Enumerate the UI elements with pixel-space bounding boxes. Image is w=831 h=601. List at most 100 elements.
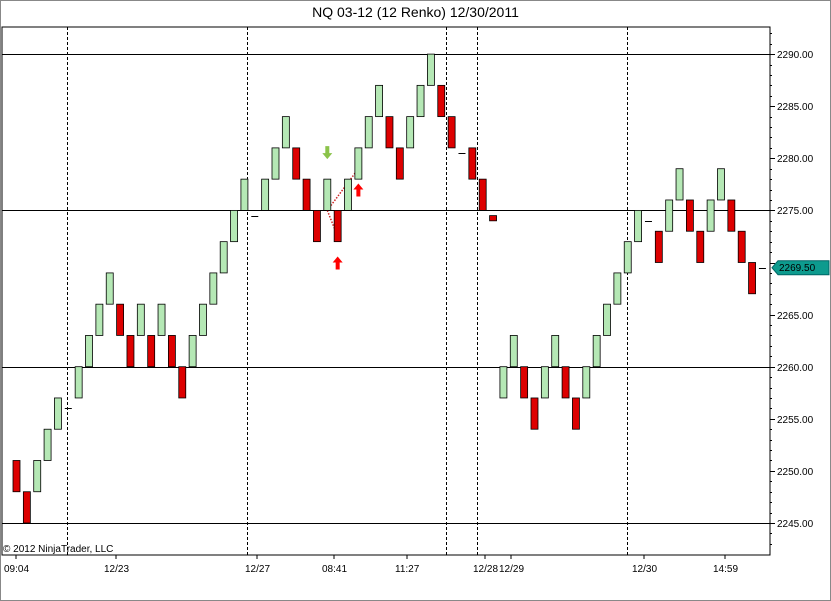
session-break-lines bbox=[67, 27, 628, 555]
renko-up-brick[interactable] bbox=[323, 178, 332, 211]
renko-up-brick[interactable] bbox=[261, 178, 270, 211]
renko-bricks bbox=[12, 53, 766, 524]
y-axis[interactable]: 2245.00 2250.00 2255.00 2260.00 2265.00 2275.… bbox=[770, 33, 814, 545]
y-tick-label: 2265.00 bbox=[777, 311, 814, 322]
renko-up-brick[interactable] bbox=[675, 168, 684, 201]
renko-up-brick[interactable] bbox=[426, 53, 435, 86]
x-tick-label: 12/23 bbox=[104, 564, 129, 575]
y-tick-label: 2290.00 bbox=[777, 50, 814, 61]
renko-down-brick[interactable] bbox=[167, 335, 176, 368]
renko-down-brick[interactable] bbox=[302, 178, 311, 211]
renko-down-brick[interactable] bbox=[385, 116, 394, 149]
x-tick-label: 14:59 bbox=[713, 564, 738, 575]
renko-up-brick[interactable] bbox=[603, 303, 611, 336]
x-axis[interactable]: 09:04 12/23 12/27 08:41 11:27 12/28 12/29 12/30… bbox=[4, 555, 738, 575]
current-price-tag: 2269.50 bbox=[771, 260, 830, 276]
renko-up-brick[interactable] bbox=[375, 84, 384, 118]
plot-area-border bbox=[1, 26, 771, 556]
renko-down-brick[interactable] bbox=[147, 335, 156, 368]
renko-up-brick[interactable] bbox=[592, 335, 601, 368]
renko-up-brick[interactable] bbox=[74, 366, 83, 399]
renko-down-brick[interactable] bbox=[12, 460, 21, 493]
renko-up-brick[interactable] bbox=[717, 168, 725, 201]
y-tick-label: 2255.00 bbox=[777, 415, 814, 426]
x-tick-label: 12/27 bbox=[245, 564, 270, 575]
renko-up-brick[interactable] bbox=[271, 147, 280, 180]
current-price-label: 2269.50 bbox=[779, 263, 816, 274]
chart-title: NQ 03-12 (12 Renko) 12/30/2011 bbox=[312, 4, 519, 20]
renko-up-brick[interactable] bbox=[623, 241, 632, 274]
renko-up-brick[interactable] bbox=[582, 366, 591, 399]
renko-down-brick[interactable] bbox=[530, 397, 539, 430]
x-tick-label: 09:04 bbox=[4, 564, 29, 575]
renko-down-brick[interactable] bbox=[520, 366, 529, 399]
renko-up-brick[interactable] bbox=[364, 116, 373, 149]
renko-up-brick[interactable] bbox=[354, 147, 363, 180]
renko-down-brick[interactable] bbox=[292, 147, 301, 180]
x-tick-label: 12/29 bbox=[499, 564, 524, 575]
x-tick-label: 12/30 bbox=[632, 564, 657, 575]
renko-down-brick[interactable] bbox=[126, 335, 135, 368]
renko-down-brick[interactable] bbox=[727, 199, 736, 232]
renko-up-brick[interactable] bbox=[54, 397, 62, 430]
renko-up-brick[interactable] bbox=[706, 199, 715, 232]
signal-markers bbox=[322, 146, 364, 270]
renko-up-brick[interactable] bbox=[157, 303, 166, 336]
renko-up-brick[interactable] bbox=[188, 335, 197, 368]
buy-signal-arrow-icon bbox=[332, 256, 343, 270]
sell-signal-arrow-icon bbox=[322, 146, 333, 160]
horizontal-gridlines bbox=[2, 54, 770, 524]
renko-down-brick[interactable] bbox=[737, 230, 746, 263]
renko-down-brick[interactable] bbox=[22, 491, 31, 524]
renko-down-brick[interactable] bbox=[478, 178, 487, 211]
y-tick-label: 2250.00 bbox=[777, 467, 814, 478]
renko-down-brick[interactable] bbox=[313, 209, 321, 243]
renko-up-brick[interactable] bbox=[33, 460, 42, 493]
renko-down-brick[interactable] bbox=[654, 230, 663, 263]
renko-down-brick[interactable] bbox=[489, 215, 497, 222]
renko-up-brick[interactable] bbox=[540, 366, 549, 399]
renko-up-brick[interactable] bbox=[665, 199, 674, 232]
renko-down-brick[interactable] bbox=[468, 147, 477, 180]
renko-up-brick[interactable] bbox=[613, 272, 622, 305]
x-tick-label: 12/28 bbox=[473, 564, 498, 575]
renko-up-brick[interactable] bbox=[85, 335, 93, 368]
renko-down-brick[interactable] bbox=[178, 366, 187, 399]
renko-down-brick[interactable] bbox=[686, 199, 694, 232]
renko-down-brick[interactable] bbox=[748, 262, 756, 295]
renko-up-brick[interactable] bbox=[209, 272, 218, 305]
trend-lines bbox=[326, 168, 359, 237]
renko-up-brick[interactable] bbox=[105, 272, 114, 305]
renko-up-brick[interactable] bbox=[416, 84, 425, 118]
renko-up-brick[interactable] bbox=[634, 209, 642, 243]
renko-down-brick[interactable] bbox=[437, 84, 446, 118]
renko-up-brick[interactable] bbox=[43, 428, 52, 461]
y-tick-label: 2245.00 bbox=[777, 519, 814, 530]
renko-down-brick[interactable] bbox=[696, 230, 705, 263]
renko-up-brick[interactable] bbox=[499, 366, 508, 399]
y-tick-label: 2280.00 bbox=[777, 154, 814, 165]
current-price-tag-background bbox=[771, 260, 830, 276]
renko-up-brick[interactable] bbox=[509, 335, 518, 368]
renko-up-brick[interactable] bbox=[95, 303, 104, 336]
renko-up-brick[interactable] bbox=[240, 178, 249, 211]
copyright-notice: © 2012 NinjaTrader, LLC bbox=[3, 544, 113, 555]
renko-down-brick[interactable] bbox=[572, 397, 580, 430]
y-tick-label: 2285.00 bbox=[777, 102, 814, 113]
x-tick-label: 11:27 bbox=[395, 564, 420, 575]
renko-up-brick[interactable] bbox=[136, 303, 145, 336]
renko-down-brick[interactable] bbox=[561, 366, 570, 399]
renko-down-brick[interactable] bbox=[447, 116, 456, 149]
renko-up-brick[interactable] bbox=[344, 178, 352, 211]
renko-up-brick[interactable] bbox=[230, 209, 238, 243]
renko-up-brick[interactable] bbox=[551, 335, 560, 368]
renko-up-brick[interactable] bbox=[406, 116, 415, 149]
renko-up-brick[interactable] bbox=[281, 116, 290, 149]
renko-up-brick[interactable] bbox=[199, 303, 207, 336]
renko-down-brick[interactable] bbox=[333, 209, 342, 243]
renko-up-brick[interactable] bbox=[219, 241, 228, 274]
renko-down-brick[interactable] bbox=[116, 303, 124, 336]
renko-down-brick[interactable] bbox=[395, 147, 404, 180]
